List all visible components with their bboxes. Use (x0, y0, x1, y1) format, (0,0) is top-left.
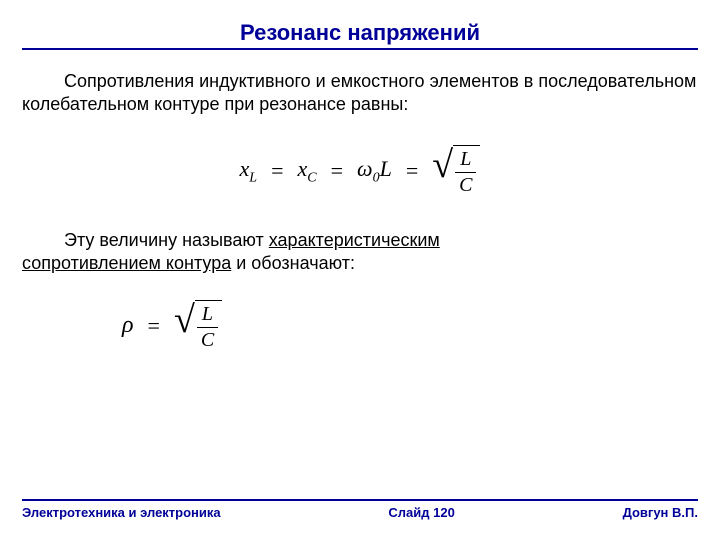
equals-3: = (406, 158, 418, 184)
slide-title: Резонанс напряжений (22, 20, 698, 48)
sub-0: 0 (373, 170, 380, 185)
para2-under2: сопротивлением контура (22, 253, 231, 273)
footer-center: Слайд 120 (388, 505, 454, 520)
footer-row: Электротехника и электроника Слайд 120 Д… (22, 501, 698, 520)
formula-1: xL = xC = ω0L = √ L C (22, 145, 698, 197)
sqrt-2: √ L C (174, 300, 222, 352)
footer-right: Довгун В.П. (623, 505, 698, 520)
frac-num: L (456, 148, 475, 172)
var-x2: x (298, 156, 308, 181)
sqrt-symbol-2: √ (174, 303, 195, 355)
footer-left: Электротехника и электроника (22, 505, 221, 520)
fraction-LC-2: L C (197, 303, 218, 352)
frac-num-2: L (198, 303, 217, 327)
title-block: Резонанс напряжений (22, 20, 698, 50)
content-area: Сопротивления индуктивного и емкостного … (22, 50, 698, 499)
frac-den-2: C (197, 327, 218, 352)
formula-1-expression: xL = xC = ω0L = √ L C (240, 145, 481, 197)
sub-C: C (307, 170, 316, 185)
formula-2: ρ = √ L C (22, 300, 698, 352)
formula-2-expression: ρ = √ L C (122, 300, 222, 352)
equals-1: = (271, 158, 283, 184)
var-xL: xL (240, 156, 258, 186)
para2-pre: Эту величину называют (64, 230, 269, 250)
fraction-LC: L C (455, 148, 476, 197)
var-L: L (380, 156, 392, 181)
slide: Резонанс напряжений Сопротивления индукт… (0, 0, 720, 540)
equals-4: = (148, 313, 160, 339)
para2-post: и обозначают: (231, 253, 355, 273)
footer: Электротехника и электроника Слайд 120 Д… (22, 499, 698, 520)
frac-den: C (455, 172, 476, 197)
paragraph-1: Сопротивления индуктивного и емкостного … (22, 70, 698, 117)
para2-under1: характеристическим (269, 230, 440, 250)
omega0L: ω0L (357, 156, 392, 186)
sub-L: L (249, 170, 257, 185)
var-rho: ρ (122, 312, 134, 339)
sqrt-content: L C (453, 145, 480, 197)
sqrt-symbol: √ (432, 148, 453, 200)
equals-2: = (331, 158, 343, 184)
var-xC: xC (298, 156, 317, 186)
var-x: x (240, 156, 250, 181)
sqrt-content-2: L C (195, 300, 222, 352)
paragraph-2: Эту величину называют характеристическим… (22, 229, 698, 276)
sqrt-1: √ L C (432, 145, 480, 197)
omega: ω (357, 156, 373, 181)
